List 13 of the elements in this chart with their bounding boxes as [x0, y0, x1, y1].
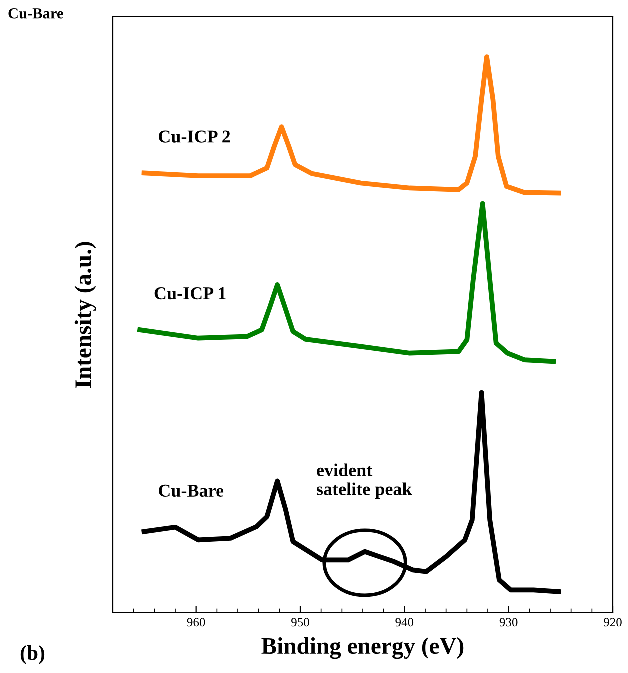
x-tick-label: 950 [292, 618, 310, 627]
annotation: evident satelite peak [317, 464, 412, 500]
series-label: Cu-ICP 2 [159, 130, 230, 143]
text: (b) [20, 646, 45, 664]
x-tick-label: 930 [500, 618, 518, 627]
y-axis-title: Intensity (a.u.) [74, 242, 96, 388]
x-tick-label: 920 [604, 618, 622, 627]
series-label: Cu-Bare [159, 484, 224, 498]
x-tick-label: 940 [396, 618, 414, 627]
text: Cu-Bare [8, 8, 64, 19]
x-tick-label: 960 [187, 618, 206, 627]
series-label: Cu-ICP 1 [154, 288, 226, 300]
x-axis-title: Binding energy (eV) [262, 638, 464, 660]
